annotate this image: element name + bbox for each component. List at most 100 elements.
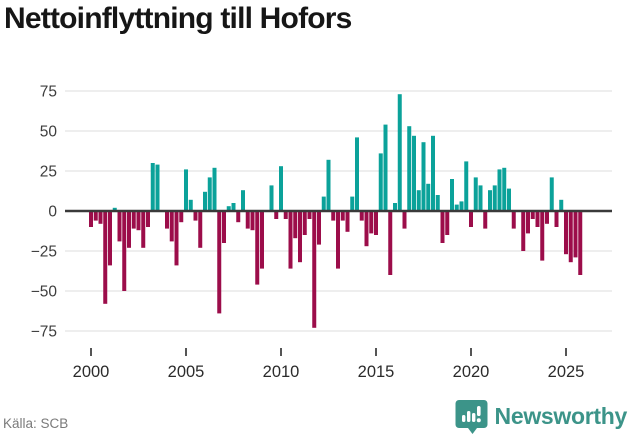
bar-2013-q2	[340, 211, 345, 221]
x-axis-tick-label: 2010	[263, 363, 300, 381]
y-axis-tick-label: −25	[31, 244, 57, 261]
bar-2015-q4	[388, 211, 393, 275]
bar-2008-q1	[241, 190, 245, 211]
bar-2020-q1	[469, 211, 473, 227]
bar-2024-q1	[545, 211, 549, 224]
bar-2016-q2	[397, 94, 402, 211]
bar-2023-q2	[530, 211, 535, 219]
bar-2014-q1	[355, 137, 359, 211]
bar-2022-q1	[507, 188, 511, 211]
bar-2004-q1	[165, 211, 169, 229]
x-axis-tick-label: 2015	[358, 363, 395, 381]
bar-2007-q2	[226, 206, 231, 211]
bar-2012-q1	[317, 211, 321, 245]
bar-2010-q4	[293, 211, 298, 239]
bar-2021-q2	[492, 185, 497, 211]
bar-2005-q1	[184, 169, 188, 211]
bar-2010-q1	[279, 166, 283, 211]
bar-2018-q1	[431, 135, 435, 211]
bar-2007-q1	[222, 211, 226, 243]
bar-2008-q3	[250, 211, 255, 231]
bar-2000-q3	[98, 211, 103, 224]
bar-2012-q3	[326, 159, 331, 211]
bar-2008-q4	[255, 211, 260, 285]
bar-2020-q2	[473, 177, 478, 211]
bar-2018-q2	[435, 195, 440, 211]
bar-2000-q1	[89, 211, 93, 227]
bar-2019-q3	[459, 201, 464, 211]
bar-2024-q3	[554, 211, 559, 227]
bar-2016-q3	[402, 211, 407, 229]
bar-2018-q3	[440, 211, 445, 243]
bar-2001-q4	[122, 211, 127, 291]
y-axis-tick-label: 75	[40, 84, 57, 101]
brand-logo: Newsworthy	[455, 398, 627, 435]
bar-2003-q2	[150, 163, 155, 211]
y-axis-tick-label: 50	[40, 124, 58, 141]
bar-2023-q4	[540, 211, 545, 261]
bar-2017-q1	[412, 135, 416, 211]
bar-2022-q2	[511, 211, 516, 229]
x-axis-tick-label: 2025	[548, 363, 585, 381]
bar-2011-q3	[307, 211, 312, 219]
bar-2017-q3	[421, 142, 426, 211]
bar-2025-q2	[568, 211, 573, 263]
bar-2019-q1	[450, 179, 454, 211]
bar-2002-q3	[136, 211, 141, 231]
bar-2004-q3	[174, 211, 179, 266]
bar-2019-q2	[454, 204, 459, 211]
bar-2010-q3	[288, 211, 293, 269]
y-axis-tick-label: −75	[31, 324, 57, 341]
bar-2022-q4	[521, 211, 526, 251]
bar-2012-q4	[331, 211, 336, 221]
bar-2024-q4	[559, 199, 564, 211]
bar-2023-q1	[526, 211, 530, 234]
bar-2016-q1	[393, 203, 397, 211]
x-axis-tick-label: 2000	[73, 363, 110, 381]
bar-2001-q2	[112, 207, 117, 211]
bar-2003-q1	[146, 211, 150, 227]
bar-2013-q3	[345, 211, 350, 232]
x-axis-tick-label: 2005	[168, 363, 205, 381]
bar-2001-q1	[108, 211, 112, 266]
y-axis-tick-label: 0	[48, 204, 57, 221]
bar-2005-q4	[198, 211, 203, 248]
bar-2002-q2	[131, 211, 136, 229]
bar-2011-q1	[298, 211, 302, 263]
bar-2021-q4	[502, 167, 507, 211]
bar-2011-q4	[312, 211, 317, 328]
bar-2005-q2	[188, 199, 193, 211]
bar-2024-q2	[549, 177, 554, 211]
x-axis-tick-label: 2020	[453, 363, 490, 381]
bar-2011-q2	[302, 211, 307, 235]
bar-2002-q4	[141, 211, 146, 248]
bar-2006-q2	[207, 177, 212, 211]
bar-2005-q3	[193, 211, 198, 221]
bar-2012-q2	[321, 196, 326, 211]
bar-2017-q2	[416, 190, 421, 211]
bar-2023-q3	[535, 211, 540, 227]
bar-2020-q4	[483, 211, 488, 229]
bar-2017-q4	[426, 183, 431, 211]
y-axis-tick-label: 25	[40, 164, 57, 181]
bar-2025-q4	[578, 211, 583, 275]
bar-2007-q3	[231, 203, 236, 211]
bar-2015-q3	[383, 124, 388, 211]
bar-2007-q4	[236, 211, 241, 223]
bar-2006-q1	[203, 191, 207, 211]
bar-2004-q2	[169, 211, 174, 242]
bar-2000-q4	[103, 211, 108, 304]
bar-2003-q3	[155, 164, 160, 211]
bar-2001-q3	[117, 211, 122, 242]
bar-2004-q4	[179, 211, 184, 223]
bar-2009-q3	[269, 185, 274, 211]
bar-2006-q4	[217, 211, 222, 314]
bar-2013-q4	[350, 196, 355, 211]
bar-2021-q3	[497, 169, 502, 211]
bar-2014-q3	[364, 211, 369, 247]
bar-2002-q1	[127, 211, 131, 248]
y-axis-tick-label: −50	[31, 284, 58, 301]
newsworthy-badge-icon	[455, 400, 488, 434]
bar-2019-q4	[464, 161, 469, 211]
